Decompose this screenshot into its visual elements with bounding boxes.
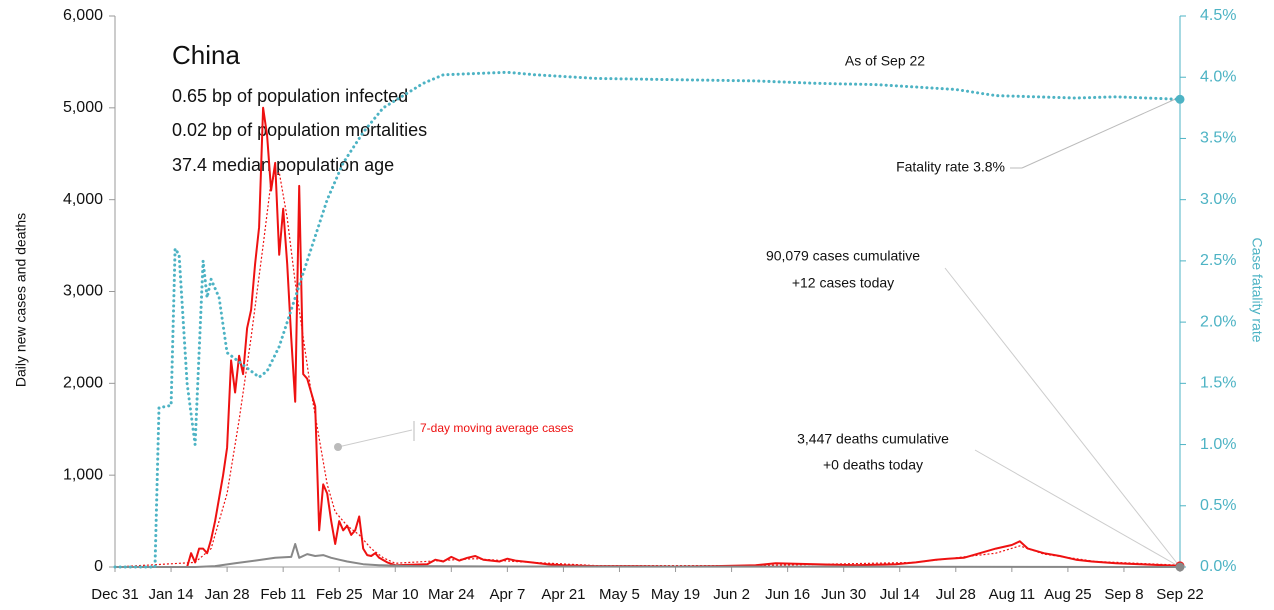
y2-tick-label: 2.0% <box>1200 313 1236 330</box>
y-axis-label: Daily new cases and deaths <box>13 213 29 387</box>
x-tick-label: Jun 2 <box>713 586 750 603</box>
y2-tick-label: 4.0% <box>1200 68 1236 85</box>
y-tick-label: 1,000 <box>63 466 103 483</box>
x-tick-label: Jun 16 <box>765 586 810 603</box>
subtitle: 0.02 bp of population mortalities <box>172 120 427 140</box>
annotation: +12 cases today <box>792 275 894 291</box>
leader-line <box>337 429 413 448</box>
annotation-dot <box>334 443 342 451</box>
y2-tick-label: 2.5% <box>1200 252 1236 269</box>
end-dot <box>1175 94 1185 104</box>
x-tick-label: Jun 30 <box>821 586 866 603</box>
x-tick-label: Mar 24 <box>428 586 475 603</box>
y-tick-label: 4,000 <box>63 191 103 208</box>
x-tick-label: Sep 8 <box>1104 586 1143 603</box>
annotation: +0 deaths today <box>823 457 923 473</box>
x-tick-label: Sep 22 <box>1156 586 1204 603</box>
y2-tick-label: 0.0% <box>1200 558 1236 575</box>
y2-axis-label: Case fatality rate <box>1249 237 1265 342</box>
x-tick-label: Jul 28 <box>936 586 976 603</box>
subtitle: 0.65 bp of population infected <box>172 86 408 106</box>
leader-line <box>974 449 1181 568</box>
end-dot <box>1175 562 1185 572</box>
series-line <box>115 543 1181 568</box>
x-tick-label: Apr 7 <box>489 586 525 603</box>
x-tick-label: Feb 25 <box>316 586 363 603</box>
x-tick-label: Mar 10 <box>372 586 419 603</box>
series-line <box>113 70 1182 569</box>
y-tick-label: 2,000 <box>63 375 103 392</box>
y2-tick-label: 1.0% <box>1200 436 1236 453</box>
y2-tick-label: 3.0% <box>1200 191 1236 208</box>
x-tick-label: Jan 28 <box>205 586 250 603</box>
y2-tick-label: 0.5% <box>1200 497 1236 514</box>
annotation: 3,447 deaths cumulative <box>797 431 949 447</box>
x-tick-label: Jul 14 <box>880 586 920 603</box>
annotation: 90,079 cases cumulative <box>766 248 920 264</box>
subtitle: 37.4 median population age <box>172 155 394 175</box>
x-tick-label: Dec 31 <box>91 586 139 603</box>
y2-tick-label: 3.5% <box>1200 130 1236 147</box>
annotation: As of Sep 22 <box>845 53 925 69</box>
leader-line <box>944 267 1181 568</box>
x-tick-label: May 19 <box>651 586 700 603</box>
x-tick-label: Jan 14 <box>149 586 194 603</box>
x-tick-label: Aug 25 <box>1044 586 1092 603</box>
y-tick-label: 5,000 <box>63 99 103 116</box>
series-line <box>115 106 1181 568</box>
y-tick-label: 3,000 <box>63 283 103 300</box>
y2-tick-label: 4.5% <box>1200 7 1236 24</box>
x-tick-label: May 5 <box>599 586 640 603</box>
annotation: Fatality rate 3.8% <box>896 159 1005 175</box>
series-label: 7-day moving average cases <box>420 421 573 435</box>
chart-title: China <box>172 40 240 70</box>
x-tick-label: Aug 11 <box>989 586 1035 603</box>
leader-line <box>1021 96 1181 169</box>
x-tick-label: Feb 11 <box>260 586 306 603</box>
y-tick-label: 6,000 <box>63 7 103 24</box>
series-line <box>114 171 1181 568</box>
y2-tick-label: 1.5% <box>1200 375 1236 392</box>
y-tick-label: 0 <box>94 558 103 575</box>
x-tick-label: Apr 21 <box>541 586 585 603</box>
